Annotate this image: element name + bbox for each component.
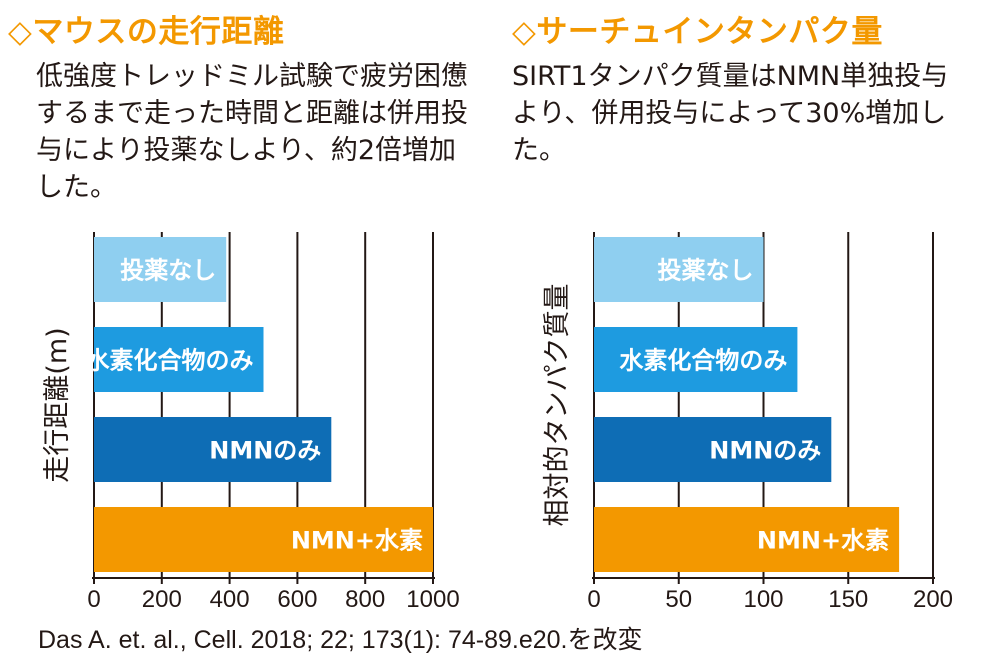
chart2-bar [594,237,764,302]
chart1-bar-label: 投薬なし [120,257,216,285]
chart1-bar [94,417,332,482]
chart1-bar [94,237,227,302]
chart1-tick-label: 200 [142,586,182,613]
chart2-bar-label: 水素化合物のみ [619,347,787,375]
chart1-tick-label: 400 [210,586,250,613]
chart1-tick-label: 1000 [406,586,459,613]
chart2-tick-label: 200 [913,586,953,613]
chart1-tick-label: 800 [345,586,385,613]
chart1-bar-label: NMN+水素 [291,527,423,555]
citation: Das A. et. al., Cell. 2018; 22; 173(1): … [38,626,643,654]
chart2-bar-label: NMN+水素 [757,527,889,555]
left-panel-description: 低強度トレッドミル試験で疲労困憊するまで走った時間と距離は併用投与により投薬なし… [36,61,468,203]
right-panel-title: ◇サーチュインタンパク量 [512,14,883,50]
chart2-tick-label: 150 [828,586,868,613]
chart2-bar-label: 投薬なし [658,257,754,285]
chart1-y-axis-label: 走行距離(m) [42,327,73,482]
chart2-tick-label: 100 [743,586,783,613]
chart1-bar [94,507,433,572]
chart2-bar [594,417,832,482]
chart2-bar-label: NMNのみ [709,437,821,465]
chart1-tick-label: 600 [277,586,317,613]
chart2-bar [594,327,798,392]
left-panel-title: ◇マウスの走行距離 [8,14,285,50]
chart2-y-axis-label: 相対的タンパク質量 [542,284,573,527]
chart1-bar-label: NMNのみ [209,437,321,465]
chart1-tick-label: 0 [87,586,100,613]
chart1-bar [94,327,264,392]
chart2-tick-label: 0 [587,586,600,613]
chart2-bar [594,507,900,572]
chart1-bar-label: 水素化合物のみ [86,347,254,375]
chart2-tick-label: 50 [665,586,692,613]
right-panel-description: SIRT1タンパク質量はNMN単独投与より、併用投与によって30%増加した。 [512,61,949,166]
